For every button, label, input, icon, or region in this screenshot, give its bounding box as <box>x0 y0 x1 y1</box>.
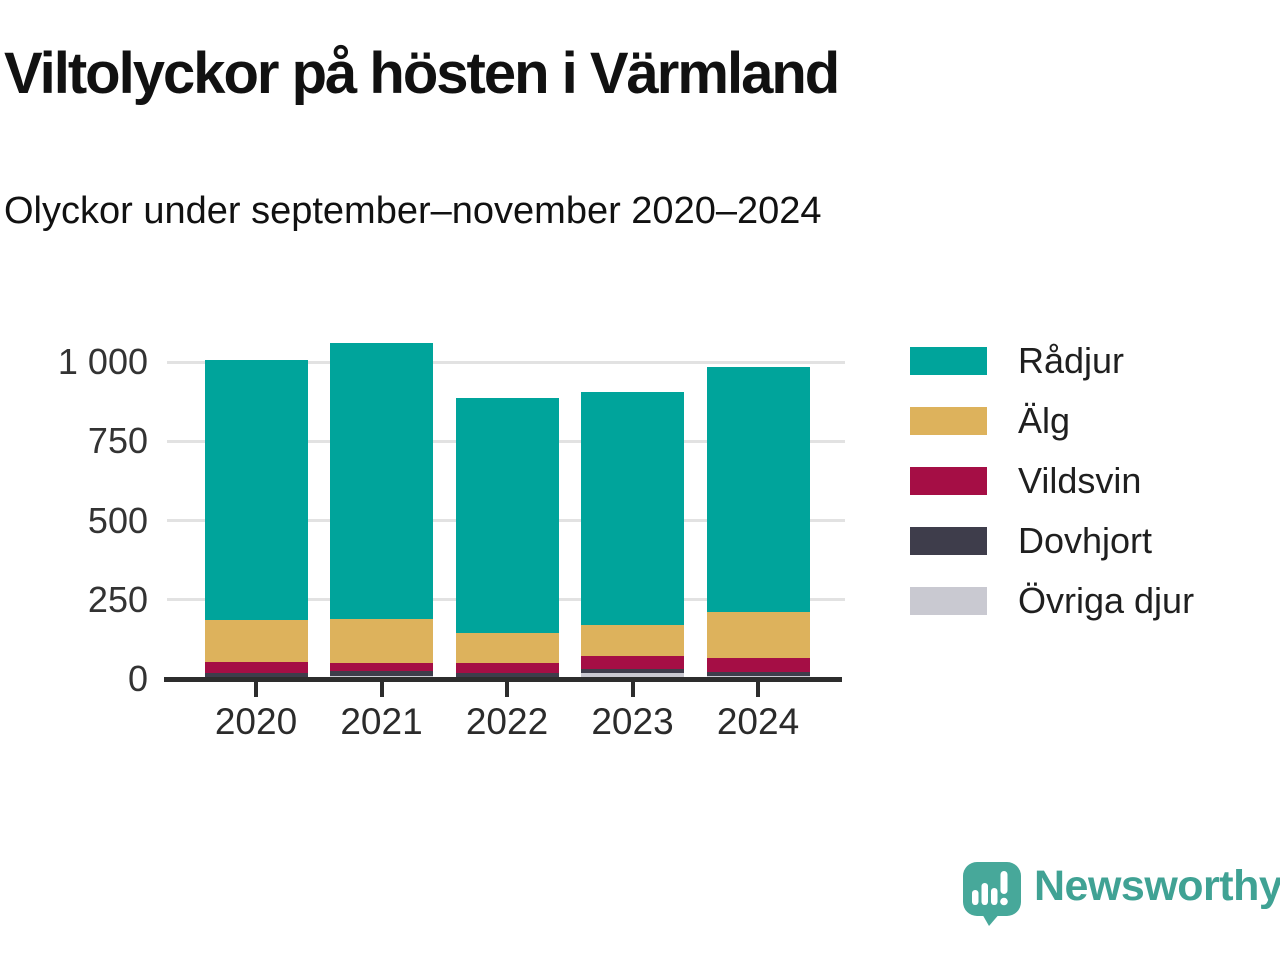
bar-segment-2023-vildsvin <box>581 655 684 669</box>
legend-label-rådjur: Rådjur <box>1018 340 1125 381</box>
legend-item-dovhjort: Dovhjort <box>910 520 1153 561</box>
newsworthy-logo-icon <box>963 862 1021 926</box>
bar-segment-2020-vildsvin <box>204 661 308 674</box>
legend-swatch-älg <box>910 407 987 435</box>
bar-2024 <box>706 367 810 679</box>
bar-2023 <box>581 392 684 679</box>
x-tick-label-2021: 2021 <box>340 701 423 742</box>
bar-segment-2022-dovhjort <box>455 672 559 678</box>
bar-2020 <box>204 360 308 679</box>
x-axis-line <box>164 677 842 682</box>
y-tick-label-0: 0 <box>127 658 148 699</box>
bar-segment-2020-älg <box>204 620 308 662</box>
bar-segment-2024-rådjur <box>706 367 810 612</box>
x-tick-2021 <box>379 682 384 697</box>
x-tick-2020 <box>254 682 258 697</box>
bar-segment-2020-rådjur <box>204 360 308 621</box>
bar-segment-2020-dovhjort <box>204 673 308 677</box>
bar-segment-2023-övriga-djur <box>581 672 684 679</box>
x-tick-label-2024: 2024 <box>716 701 800 742</box>
y-tick-label-500: 500 <box>87 499 148 541</box>
bar-segment-2022-rådjur <box>455 398 559 633</box>
legend-label-dovhjort: Dovhjort <box>1018 520 1153 561</box>
legend-swatch-rådjur <box>910 347 987 375</box>
bar-2021 <box>330 342 433 679</box>
legend-label-övriga-djur: Övriga djur <box>1018 580 1195 621</box>
bar-segment-2022-älg <box>455 632 559 663</box>
x-tick-2023 <box>630 682 635 697</box>
legend-label-älg: Älg <box>1018 400 1071 441</box>
gridline-1000 <box>167 360 845 364</box>
bar-segment-2023-dovhjort <box>581 668 684 673</box>
legend-item-övriga-djur: Övriga djur <box>910 580 1195 621</box>
bar-segment-2023-rådjur <box>581 392 684 625</box>
newsworthy-logo-text: Newsworthy <box>1034 862 1280 910</box>
plot-area <box>167 330 845 679</box>
legend-swatch-dovhjort <box>910 527 987 555</box>
bar-segment-2024-älg <box>706 611 810 658</box>
bar-segment-2024-vildsvin <box>706 657 810 672</box>
legend-item-vildsvin: Vildsvin <box>910 460 1142 501</box>
x-tick-2022 <box>505 682 509 697</box>
legend-swatch-övriga-djur <box>910 587 987 615</box>
x-tick-label-2022: 2022 <box>465 701 549 742</box>
bar-segment-2021-älg <box>330 618 433 663</box>
x-tick-2024 <box>756 682 760 697</box>
bar-segment-2021-vildsvin <box>330 662 433 672</box>
chart-title: Viltolyckor på hösten i Värmland <box>4 41 840 106</box>
bar-segment-2021-dovhjort <box>330 671 433 676</box>
chart-subtitle: Olyckor under september–november 2020–20… <box>4 190 822 232</box>
bar-segment-2023-älg <box>581 624 684 656</box>
legend-item-älg: Älg <box>910 400 1071 441</box>
bar-2022 <box>455 398 559 679</box>
x-tick-label-2020: 2020 <box>214 701 298 742</box>
branding: Newsworthy <box>962 860 1280 926</box>
bar-segment-2024-dovhjort <box>706 671 810 676</box>
y-tick-label-1000: 1 000 <box>57 341 148 383</box>
bar-segment-2022-vildsvin <box>455 662 559 673</box>
legend-item-rådjur: Rådjur <box>910 340 1125 381</box>
legend-label-vildsvin: Vildsvin <box>1018 460 1142 501</box>
y-tick-label-250: 250 <box>87 578 148 620</box>
y-tick-label-750: 750 <box>87 420 148 462</box>
legend-swatch-vildsvin <box>910 467 987 495</box>
x-tick-label-2023: 2023 <box>591 701 674 742</box>
bar-segment-2021-rådjur <box>330 342 433 619</box>
